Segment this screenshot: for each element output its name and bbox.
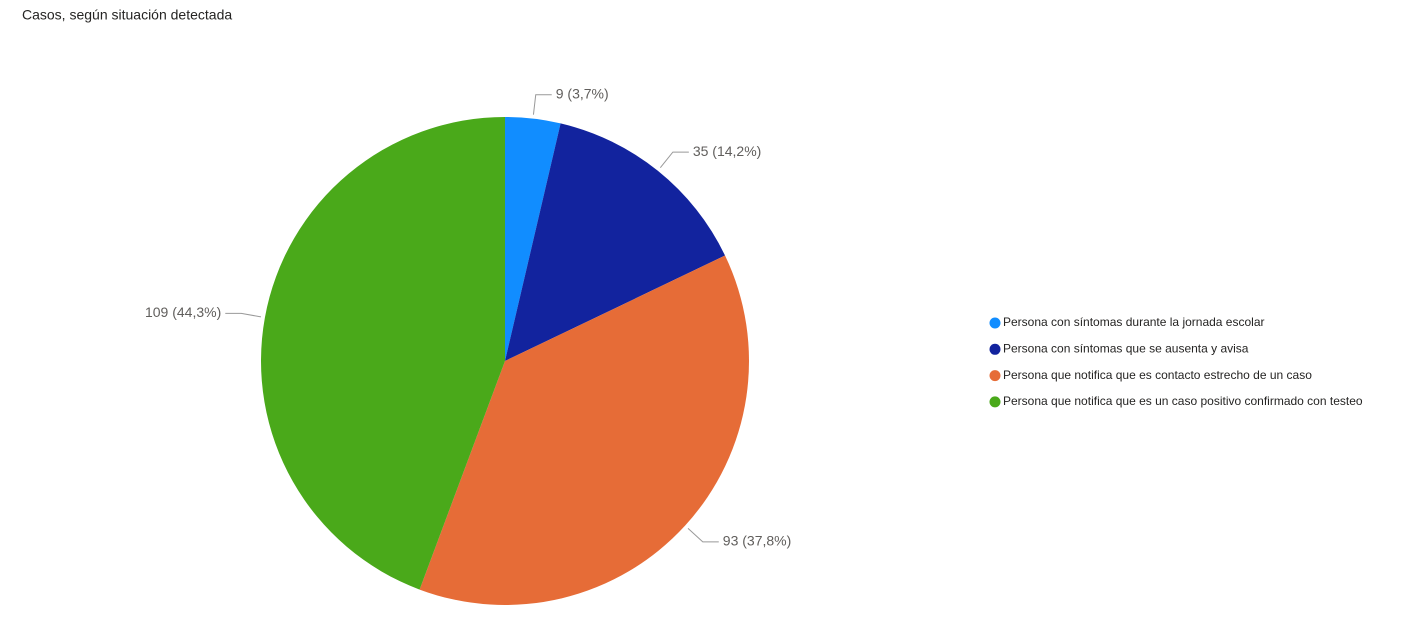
leader-line bbox=[687, 527, 719, 543]
leader-line bbox=[659, 151, 689, 168]
legend-label: Persona con síntomas que se ausenta y av… bbox=[1003, 341, 1249, 355]
data-label: 93 (37,8%) bbox=[723, 533, 791, 549]
legend-marker bbox=[989, 370, 1001, 382]
pie-slice bbox=[505, 117, 561, 361]
legend-marker bbox=[989, 317, 1001, 329]
chart-title: Casos, según situación detectada bbox=[22, 7, 232, 23]
leader-line bbox=[225, 312, 262, 318]
legend-label: Persona con síntomas durante la jornada … bbox=[1003, 315, 1265, 329]
legend-marker bbox=[989, 396, 1001, 408]
data-label: 35 (14,2%) bbox=[693, 143, 761, 159]
pie-slice bbox=[505, 123, 726, 361]
pie-slice bbox=[261, 117, 505, 590]
data-label: 9 (3,7%) bbox=[556, 85, 609, 101]
leader-line bbox=[532, 94, 552, 115]
legend-label: Persona que notifica que es un caso posi… bbox=[1003, 394, 1363, 408]
legend-marker bbox=[989, 343, 1001, 355]
legend-label: Persona que notifica que es contacto est… bbox=[1003, 368, 1312, 382]
pie-slice bbox=[419, 255, 749, 605]
data-label: 109 (44,3%) bbox=[145, 304, 221, 320]
